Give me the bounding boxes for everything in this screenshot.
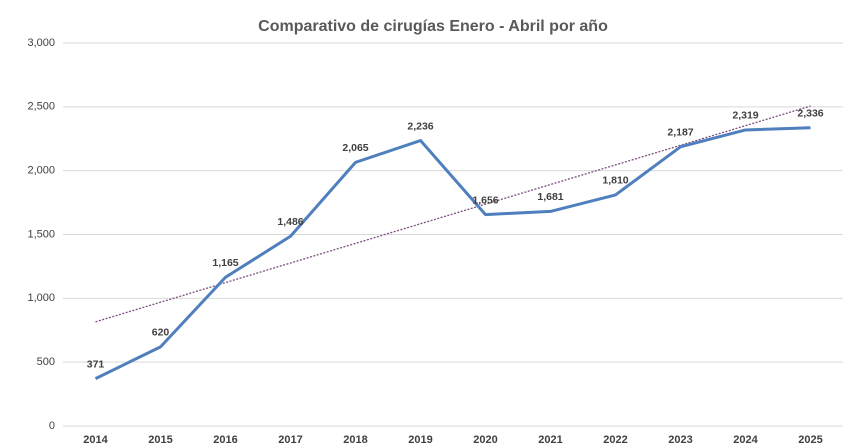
data-label: 2,187 bbox=[667, 127, 693, 139]
y-tick-label: 2,000 bbox=[27, 165, 55, 177]
y-tick-label: 500 bbox=[37, 356, 55, 368]
x-tick-label: 2016 bbox=[213, 434, 237, 446]
x-tick-label: 2014 bbox=[83, 434, 108, 446]
data-label: 1,486 bbox=[277, 216, 303, 228]
x-tick-label: 2018 bbox=[343, 434, 367, 446]
x-tick-label: 2022 bbox=[603, 434, 627, 446]
y-tick-label: 0 bbox=[49, 420, 55, 432]
data-label: 2,336 bbox=[797, 108, 823, 120]
data-label: 1,656 bbox=[472, 194, 498, 206]
data-label: 620 bbox=[152, 327, 170, 339]
y-tick-label: 3,000 bbox=[27, 37, 55, 49]
x-tick-label: 2019 bbox=[408, 434, 432, 446]
data-label: 371 bbox=[87, 358, 105, 370]
data-label: 2,319 bbox=[732, 110, 758, 122]
y-tick-label: 2,500 bbox=[27, 101, 55, 113]
x-tick-label: 2017 bbox=[278, 434, 302, 446]
chart-title: Comparativo de cirugías Enero - Abril po… bbox=[258, 18, 608, 35]
y-tick-label: 1,000 bbox=[27, 292, 55, 304]
data-label: 1,810 bbox=[602, 175, 628, 187]
x-tick-label: 2025 bbox=[798, 434, 822, 446]
data-label: 1,681 bbox=[537, 191, 563, 203]
data-line bbox=[94, 126, 811, 380]
trend-line bbox=[95, 105, 811, 323]
x-tick-label: 2023 bbox=[668, 434, 692, 446]
data-label: 1,165 bbox=[212, 257, 238, 269]
x-tick-label: 2020 bbox=[473, 434, 497, 446]
data-label: 2,236 bbox=[407, 120, 433, 132]
x-tick-label: 2021 bbox=[538, 434, 562, 446]
data-label: 2,065 bbox=[342, 142, 368, 154]
x-tick-label: 2015 bbox=[148, 434, 172, 446]
y-tick-label: 1,500 bbox=[27, 228, 55, 240]
x-tick-label: 2024 bbox=[733, 434, 758, 446]
